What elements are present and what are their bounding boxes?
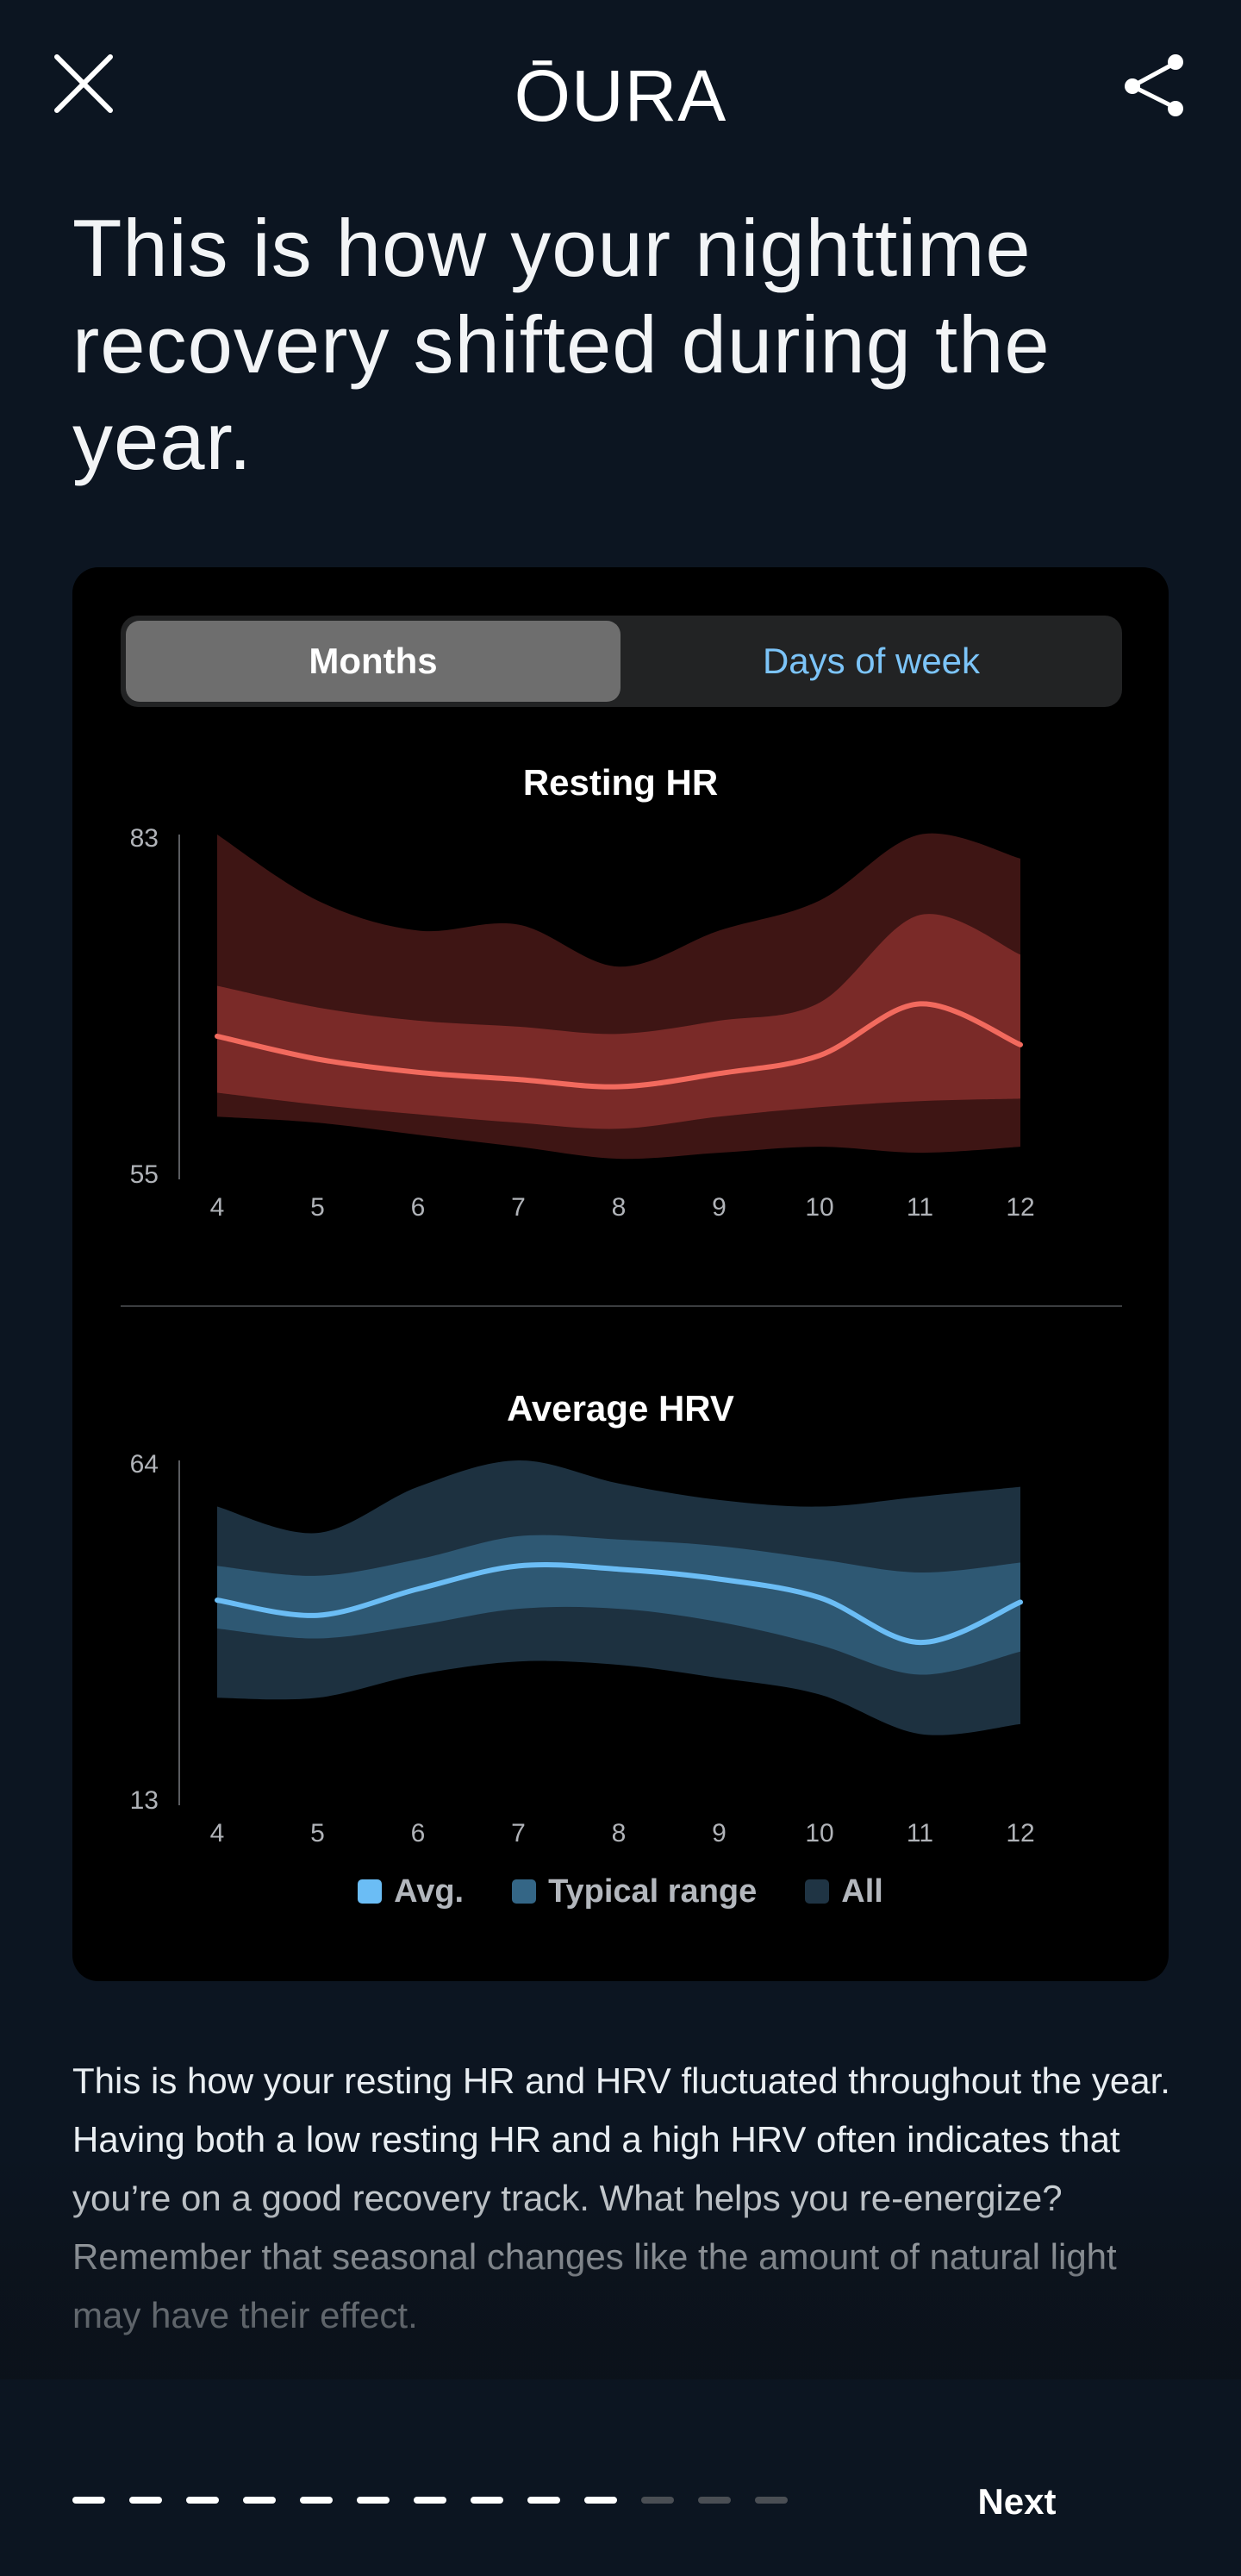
top-bar: ŌURA bbox=[0, 0, 1241, 172]
legend-label-all: All bbox=[841, 1873, 883, 1910]
progress-dash bbox=[414, 2497, 446, 2504]
tab-days-of-week[interactable]: Days of week bbox=[762, 641, 981, 681]
x-tick-label: 10 bbox=[805, 1819, 833, 1848]
period-toggle: Months Days of week bbox=[121, 616, 1122, 707]
description-text: This is how your resting HR and HRV fluc… bbox=[72, 2060, 1170, 2335]
progress-dash bbox=[584, 2497, 617, 2504]
average-line bbox=[215, 1001, 1023, 1090]
legend-swatch-avg bbox=[358, 1879, 383, 1904]
story-progress bbox=[72, 2497, 788, 2504]
tab-months[interactable]: Months bbox=[126, 621, 620, 702]
x-tick-label: 4 bbox=[210, 1819, 225, 1848]
next-button[interactable]: Next bbox=[977, 2481, 1057, 2522]
resting-hr-chart: 83 55 4 5 6 7 8 9 10 11 12 bbox=[130, 824, 1035, 1222]
page-title: This is how your nighttime recovery shif… bbox=[72, 203, 1051, 486]
x-tick-label: 8 bbox=[612, 1193, 627, 1222]
legend-label-avg: Avg. bbox=[394, 1873, 465, 1910]
y-tick-label: 13 bbox=[130, 1786, 159, 1815]
chart-divider bbox=[121, 1305, 1122, 1307]
x-tick-label: 5 bbox=[310, 1193, 325, 1222]
recovery-chart-card: Months Days of week Resting HR 83 55 4 5 6 7 8… bbox=[72, 567, 1169, 1981]
progress-dash bbox=[641, 2497, 674, 2504]
x-tick-label: 10 bbox=[805, 1193, 833, 1222]
y-tick-label: 55 bbox=[130, 1160, 159, 1189]
average-hrv-title: Average HRV bbox=[507, 1388, 734, 1429]
legend-label-typical: Typical range bbox=[548, 1873, 758, 1910]
x-tick-label: 11 bbox=[907, 1819, 933, 1848]
x-tick-label: 5 bbox=[310, 1819, 325, 1848]
progress-dash bbox=[698, 2497, 731, 2504]
x-tick-label: 9 bbox=[712, 1819, 727, 1848]
progress-dash bbox=[129, 2497, 162, 2504]
y-tick-label: 64 bbox=[130, 1450, 159, 1479]
legend-swatch-typical bbox=[512, 1879, 537, 1904]
x-tick-label: 9 bbox=[712, 1193, 727, 1222]
legend-item-avg: Avg. bbox=[358, 1873, 464, 1910]
progress-dash bbox=[755, 2497, 788, 2504]
legend-item-typical: Typical range bbox=[512, 1873, 757, 1910]
logo-text: ŌURA bbox=[514, 55, 727, 136]
progress-dash bbox=[300, 2497, 333, 2504]
x-tick-label: 11 bbox=[907, 1193, 933, 1222]
y-tick-label: 83 bbox=[130, 824, 159, 853]
x-tick-label: 12 bbox=[1006, 1819, 1034, 1848]
typical-range-band bbox=[217, 1535, 1020, 1675]
x-tick-label: 7 bbox=[511, 1193, 526, 1222]
oura-logo: ŌURA bbox=[514, 55, 727, 136]
progress-dash bbox=[186, 2497, 219, 2504]
x-tick-label: 6 bbox=[411, 1819, 426, 1848]
progress-dash bbox=[357, 2497, 390, 2504]
average-line bbox=[215, 1561, 1023, 1646]
x-tick-label: 8 bbox=[612, 1819, 627, 1848]
chart-legend: Avg. Typical range All bbox=[72, 1866, 1169, 1917]
progress-dash bbox=[243, 2497, 276, 2504]
resting-hr-title: Resting HR bbox=[522, 762, 719, 803]
x-tick-label: 12 bbox=[1006, 1193, 1034, 1222]
progress-dash bbox=[527, 2497, 560, 2504]
legend-item-all: All bbox=[805, 1873, 883, 1910]
x-tick-label: 4 bbox=[210, 1193, 225, 1222]
close-icon[interactable] bbox=[52, 52, 115, 116]
legend-swatch-all bbox=[805, 1879, 830, 1904]
share-icon[interactable] bbox=[1120, 50, 1191, 121]
x-tick-label: 7 bbox=[511, 1819, 526, 1848]
x-tick-label: 6 bbox=[411, 1193, 426, 1222]
progress-dash bbox=[471, 2497, 503, 2504]
typical-range-band bbox=[217, 914, 1020, 1129]
progress-dash bbox=[72, 2497, 105, 2504]
average-hrv-chart: 64 13 4 5 6 7 8 9 10 11 12 bbox=[130, 1450, 1035, 1848]
